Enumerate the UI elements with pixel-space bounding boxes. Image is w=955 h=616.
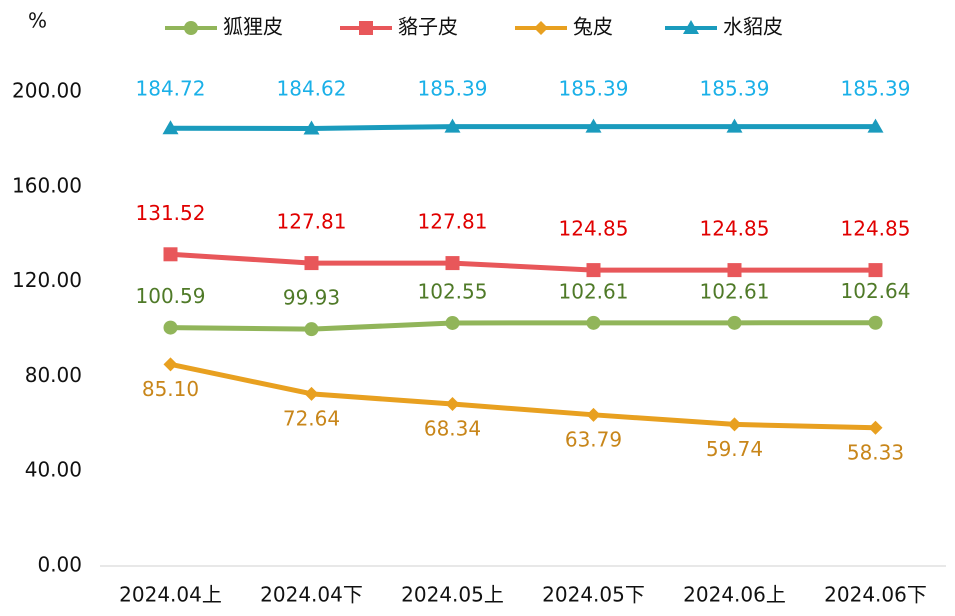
- data-label: 63.79: [565, 427, 622, 451]
- y-tick-label: 120.00: [12, 268, 82, 292]
- data-label: 68.34: [424, 417, 481, 441]
- data-label: 185.39: [700, 77, 770, 101]
- marker: [867, 118, 884, 133]
- marker: [162, 120, 179, 135]
- x-tick-label: 2024.05上: [401, 583, 504, 607]
- marker: [868, 420, 883, 435]
- data-label: 85.10: [142, 377, 199, 401]
- marker: [445, 315, 460, 330]
- data-label: 184.72: [136, 77, 206, 101]
- x-tick-label: 2024.06上: [683, 583, 786, 607]
- marker: [726, 118, 743, 133]
- legend-label: 貉子皮: [398, 15, 458, 39]
- marker: [184, 21, 198, 35]
- data-label: 185.39: [418, 77, 488, 101]
- data-label: 127.81: [418, 210, 488, 234]
- series-line: [169, 361, 876, 431]
- marker: [586, 263, 601, 278]
- marker: [868, 263, 883, 278]
- data-label: 102.61: [700, 279, 770, 303]
- y-tick-label: 0.00: [37, 553, 82, 577]
- data-label: 184.62: [277, 77, 347, 101]
- data-label: 102.55: [418, 279, 488, 303]
- x-tick-label: 2024.05下: [542, 583, 645, 607]
- data-label: 72.64: [283, 406, 340, 430]
- x-tick-label: 2024.04上: [119, 583, 222, 607]
- y-unit: %: [28, 9, 47, 33]
- y-tick-label: 200.00: [12, 79, 82, 103]
- data-label: 124.85: [841, 217, 911, 241]
- marker: [683, 20, 699, 34]
- marker: [163, 320, 178, 335]
- data-label: 58.33: [847, 440, 904, 464]
- y-tick-label: 160.00: [12, 173, 82, 197]
- data-label: 131.52: [136, 201, 206, 225]
- series-line: [170, 251, 876, 273]
- data-label: 127.81: [277, 210, 347, 234]
- marker: [304, 322, 319, 337]
- x-tick-label: 2024.06下: [824, 583, 927, 607]
- marker: [304, 386, 319, 401]
- marker: [586, 407, 601, 422]
- marker: [868, 315, 883, 330]
- series-line: [170, 320, 876, 332]
- legend-label: 狐狸皮: [223, 15, 283, 39]
- data-label: 102.64: [841, 279, 911, 303]
- marker: [359, 21, 373, 35]
- marker: [534, 21, 548, 35]
- data-label: 185.39: [841, 77, 911, 101]
- marker: [585, 118, 602, 133]
- marker: [727, 263, 742, 278]
- marker: [727, 417, 742, 432]
- series-line: [170, 124, 876, 131]
- data-label: 185.39: [559, 77, 629, 101]
- legend-label: 兔皮: [573, 15, 613, 39]
- x-tick-label: 2024.04下: [260, 583, 363, 607]
- y-tick-label: 80.00: [25, 363, 82, 387]
- marker: [304, 256, 319, 271]
- marker: [445, 256, 460, 271]
- marker: [163, 247, 178, 262]
- legend-label: 水貂皮: [723, 15, 783, 39]
- marker: [163, 357, 178, 372]
- marker: [444, 118, 461, 133]
- data-label: 99.93: [283, 286, 340, 310]
- marker: [303, 120, 320, 135]
- marker: [586, 315, 601, 330]
- y-tick-label: 40.00: [25, 458, 82, 482]
- data-label: 100.59: [136, 284, 206, 308]
- data-label: 124.85: [700, 217, 770, 241]
- data-label: 124.85: [559, 217, 629, 241]
- data-label: 102.61: [559, 279, 629, 303]
- marker: [727, 315, 742, 330]
- marker: [445, 397, 460, 412]
- data-label: 59.74: [706, 437, 763, 461]
